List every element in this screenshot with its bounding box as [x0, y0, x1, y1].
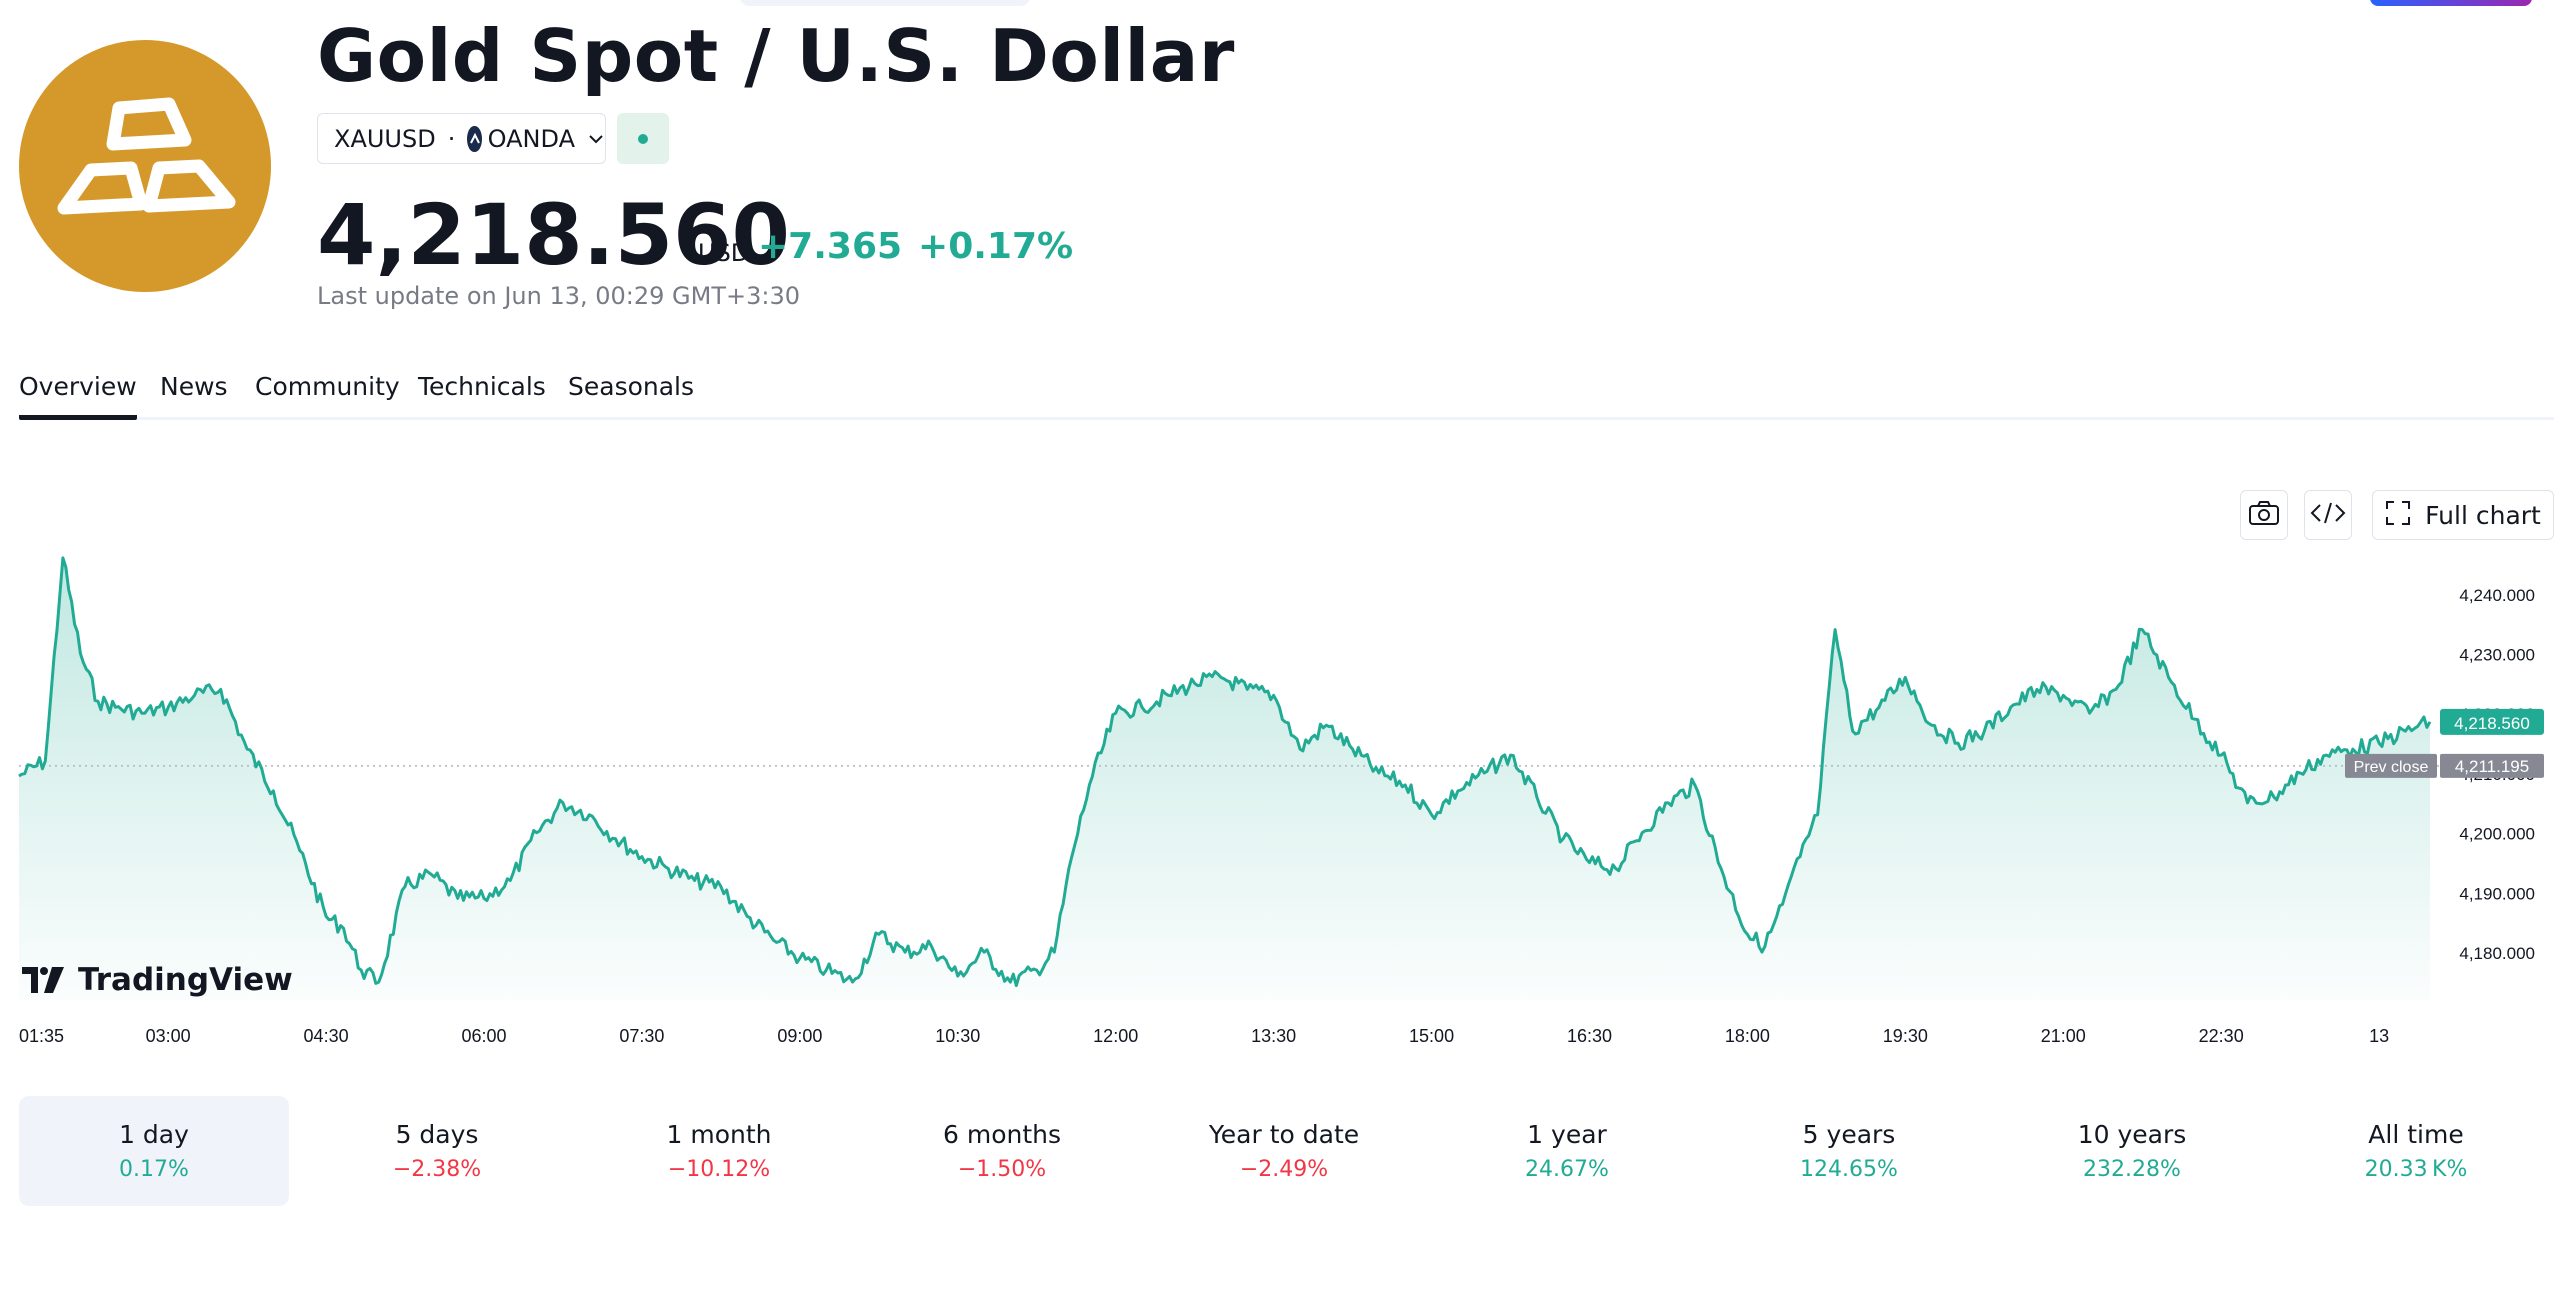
prev-close-value-tag: [2440, 753, 2544, 778]
change-percent: +0.17%: [918, 226, 1074, 267]
period-label: 1 month: [666, 1120, 772, 1149]
x-tick-label: 22:30: [2199, 1026, 2244, 1046]
period-all-time[interactable]: All time 20.33 K%: [2281, 1096, 2551, 1206]
current-price-tag: [2440, 708, 2544, 735]
full-chart-label: Full chart: [2425, 500, 2541, 530]
prev-close-text-tag: [2345, 753, 2437, 778]
period-value: −2.38%: [392, 1157, 482, 1182]
price-area-fill: [19, 557, 2430, 1000]
period-1-day[interactable]: 1 day 0.17%: [19, 1096, 289, 1206]
x-tick-label: 13:30: [1251, 1026, 1296, 1046]
period-label: All time: [2368, 1120, 2464, 1149]
market-open-dot-icon: [638, 133, 648, 144]
prev-close-value-label: 4,211.195: [2455, 757, 2529, 776]
y-tick-label: 4,230.000: [2459, 646, 2535, 665]
x-tick-label: 21:00: [2041, 1026, 2086, 1046]
period-label: 1 day: [119, 1120, 189, 1149]
period-1-year[interactable]: 1 year 24.67%: [1432, 1096, 1702, 1206]
tab-technicals[interactable]: Technicals: [418, 372, 546, 401]
period-value: 232.28%: [2083, 1157, 2181, 1182]
x-tick-label: 09:00: [777, 1026, 822, 1046]
period-6-months[interactable]: 6 months −1.50%: [867, 1096, 1137, 1206]
gold-bars-icon: [19, 40, 271, 292]
x-tick-label: 13: [2369, 1026, 2389, 1046]
x-tick-label: 03:00: [146, 1026, 191, 1046]
x-tick-label: 01:35: [19, 1026, 64, 1046]
period-value: 24.67%: [1525, 1157, 1609, 1182]
market-status-indicator[interactable]: [617, 113, 669, 164]
page-title: Gold Spot / U.S. Dollar: [317, 14, 1235, 98]
period-label: 10 years: [2077, 1120, 2187, 1149]
period-5-years[interactable]: 5 years 124.65%: [1714, 1096, 1984, 1206]
camera-icon: [2248, 500, 2280, 530]
period-label: 5 years: [1802, 1120, 1896, 1149]
current-price-tag-label: 4,218.560: [2454, 714, 2530, 733]
symbol-label: XAUUSD: [334, 124, 436, 153]
period-label: 5 days: [395, 1120, 479, 1149]
y-tick-label: 4,240.000: [2459, 586, 2535, 605]
x-tick-label: 16:30: [1567, 1026, 1612, 1046]
section-tabs: Overview News Community Technicals Seaso…: [19, 372, 2554, 420]
currency-label: USD: [698, 239, 750, 267]
exchange-label: OANDA: [487, 124, 575, 153]
period-year-to-date[interactable]: Year to date −2.49%: [1149, 1096, 1419, 1206]
tab-community[interactable]: Community: [255, 372, 400, 401]
x-tick-label: 12:00: [1093, 1026, 1138, 1046]
y-tick-label: 4,180.000: [2459, 944, 2535, 963]
x-tick-label: 04:30: [304, 1026, 349, 1046]
tradingview-logo-icon: [22, 967, 64, 993]
top-search-bar[interactable]: [740, 0, 1030, 6]
period-label: Year to date: [1208, 1120, 1360, 1149]
y-tick-label: 4,200.000: [2459, 825, 2535, 844]
price-chart[interactable]: 4,180.0004,190.0004,200.0004,210.0004,22…: [0, 540, 2560, 1080]
embed-button[interactable]: [2304, 490, 2352, 540]
tradingview-logo: TradingView: [22, 962, 293, 998]
snapshot-button[interactable]: [2240, 490, 2288, 540]
period-value: 0.17%: [119, 1157, 189, 1182]
tab-overview[interactable]: Overview: [19, 372, 137, 420]
chevron-down-icon: [587, 133, 605, 145]
y-tick-label: 4,190.000: [2459, 884, 2535, 903]
oanda-logo-icon: [467, 125, 482, 152]
period-label: 6 months: [942, 1120, 1062, 1149]
x-tick-label: 18:00: [1725, 1026, 1770, 1046]
period-value: 20.33 K%: [2364, 1157, 2468, 1182]
change-absolute: +7.365: [758, 226, 903, 267]
period-value: −2.49%: [1239, 1157, 1329, 1182]
top-promo-button[interactable]: [2370, 0, 2532, 6]
x-tick-label: 19:30: [1883, 1026, 1928, 1046]
separator: ·: [447, 124, 456, 153]
x-tick-label: 07:30: [619, 1026, 664, 1046]
price-series-line: [18, 556, 2432, 988]
expand-icon: [2385, 500, 2411, 530]
period-value: −1.50%: [957, 1157, 1047, 1182]
period-value: −10.12%: [667, 1157, 771, 1182]
performance-periods: 1 day 0.17% 5 days −2.38% 1 month −10.12…: [19, 1096, 2554, 1206]
period-value: 124.65%: [1800, 1157, 1898, 1182]
period-label: 1 year: [1527, 1120, 1607, 1149]
x-tick-label: 15:00: [1409, 1026, 1454, 1046]
current-price: 4,218.560: [317, 186, 790, 284]
price-change: +7.365 +0.17%: [758, 226, 1073, 267]
code-icon: [2310, 501, 2346, 529]
period-1-month[interactable]: 1 month −10.12%: [584, 1096, 854, 1206]
tab-news[interactable]: News: [160, 372, 228, 401]
last-update-time: Last update on Jun 13, 00:29 GMT+3:30: [317, 282, 801, 310]
period-5-days[interactable]: 5 days −2.38%: [302, 1096, 572, 1206]
prev-close-text-label: Prev close: [2354, 759, 2429, 776]
x-tick-label: 10:30: [935, 1026, 980, 1046]
period-10-years[interactable]: 10 years 232.28%: [1997, 1096, 2267, 1206]
symbol-exchange-selector[interactable]: XAUUSD · OANDA: [317, 113, 606, 164]
full-chart-button[interactable]: Full chart: [2372, 490, 2554, 540]
tradingview-wordmark: TradingView: [78, 962, 293, 998]
x-tick-label: 06:00: [461, 1026, 506, 1046]
tab-seasonals[interactable]: Seasonals: [568, 372, 695, 401]
